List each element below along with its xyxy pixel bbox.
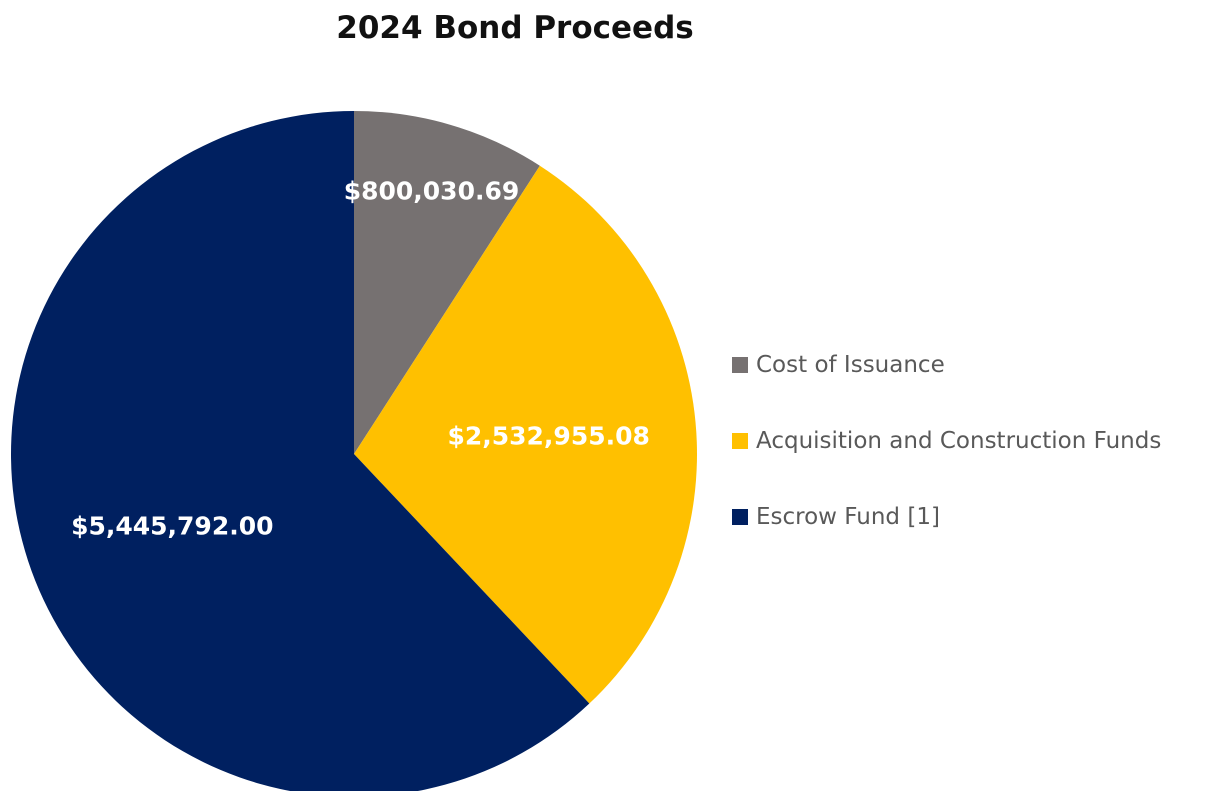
legend: Cost of Issuance Acquisition and Constru… — [732, 346, 1161, 574]
legend-item-escrow-fund[interactable]: Escrow Fund [1] — [732, 498, 1161, 536]
legend-swatch-escrow-fund — [732, 509, 748, 525]
chart-title: 2024 Bond Proceeds — [336, 10, 694, 46]
legend-swatch-acquisition-and-construction-funds — [732, 433, 748, 449]
data-label-cost-of-issuance: $800,030.69 — [344, 176, 520, 205]
legend-label-cost-of-issuance: Cost of Issuance — [756, 352, 945, 378]
data-label-acquisition-and-construction-funds: $2,532,955.08 — [447, 422, 649, 451]
legend-swatch-cost-of-issuance — [732, 357, 748, 373]
legend-item-acquisition-and-construction-funds[interactable]: Acquisition and Construction Funds — [732, 422, 1161, 460]
pie-slices — [11, 111, 698, 791]
legend-item-cost-of-issuance[interactable]: Cost of Issuance — [732, 346, 1161, 384]
legend-label-acquisition-and-construction-funds: Acquisition and Construction Funds — [756, 428, 1162, 454]
pie-slice-acquisition-and-construction-funds[interactable] — [354, 165, 698, 704]
legend-label-escrow-fund: Escrow Fund [1] — [756, 504, 940, 530]
pie-slice-escrow-fund-1[interactable] — [11, 111, 590, 791]
pie-slice-cost-of-issuance[interactable] — [354, 111, 540, 454]
data-label-escrow-fund-1: $5,445,792.00 — [71, 512, 273, 541]
pie-data-labels: $800,030.69 $2,532,955.08 $5,445,792.00 — [71, 176, 650, 540]
